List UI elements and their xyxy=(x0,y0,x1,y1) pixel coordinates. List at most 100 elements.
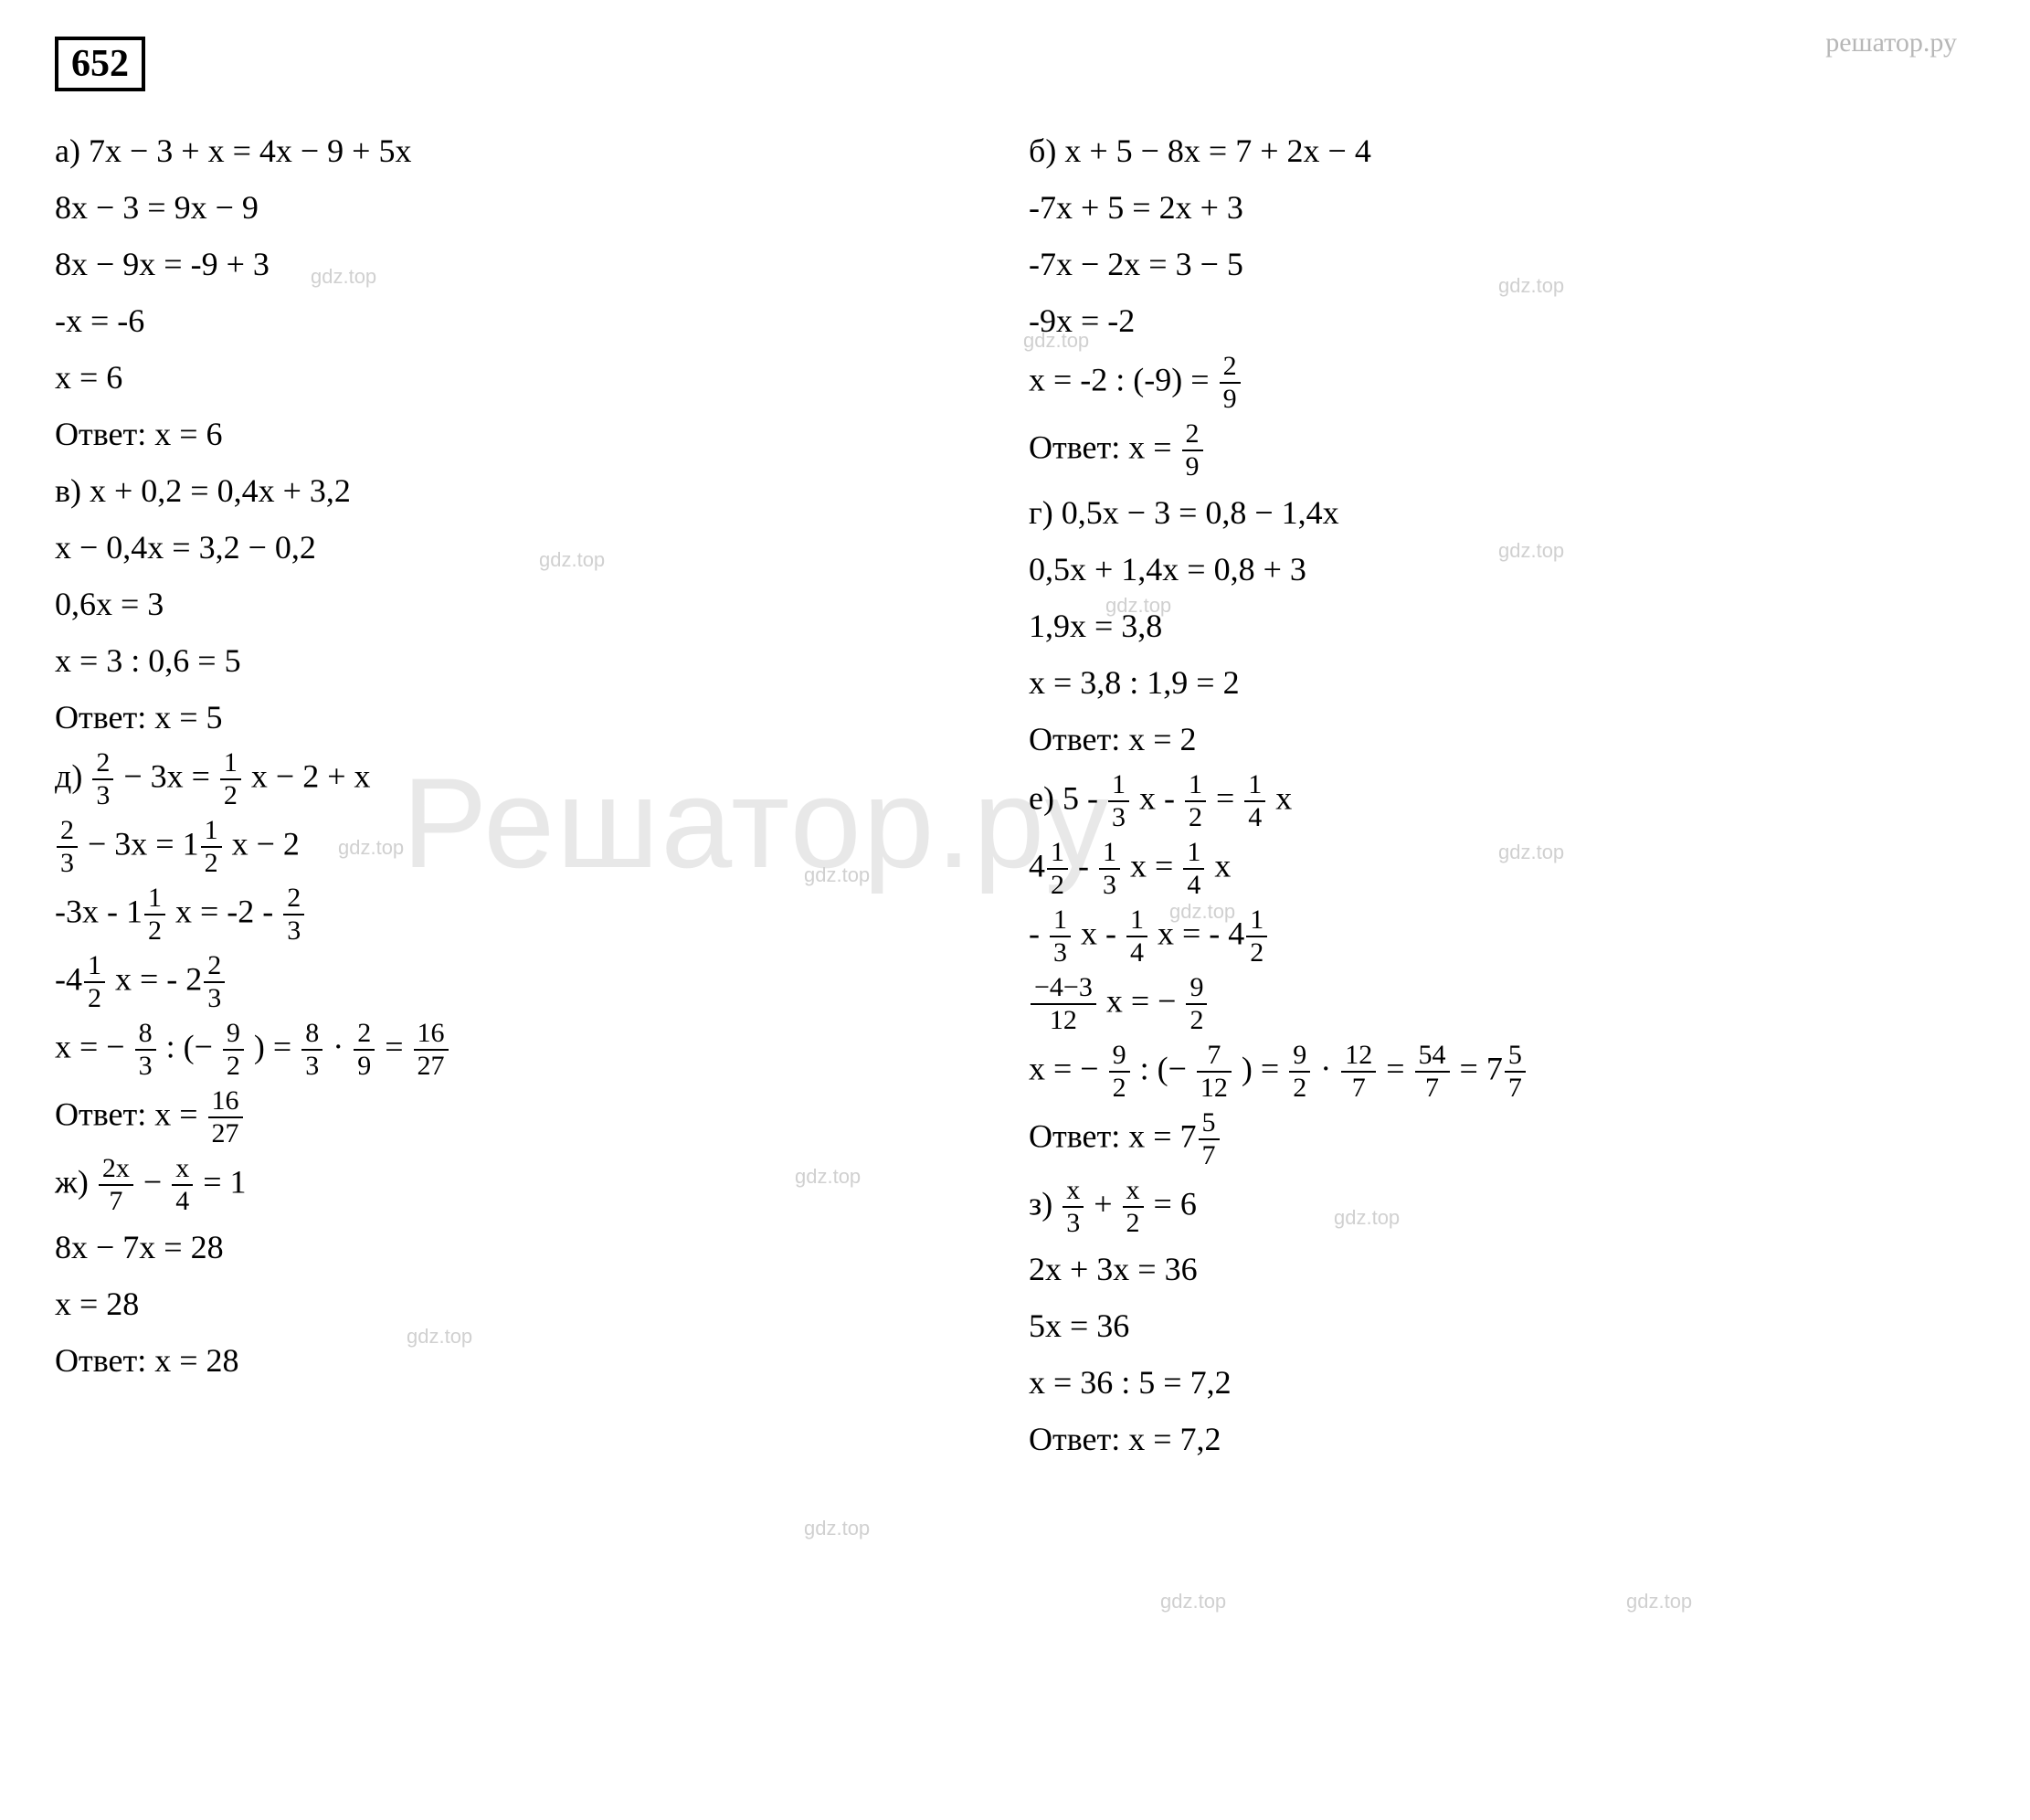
math-line: x = 3 : 0,6 = 5 xyxy=(55,636,1001,685)
math-text: - xyxy=(1078,847,1097,884)
math-line: 2x + 3x = 36 xyxy=(1029,1244,1975,1294)
math-text: 4 xyxy=(1228,915,1244,951)
math-text: − 3x = xyxy=(88,825,183,862)
fraction: 13 xyxy=(1108,771,1129,831)
answer-label: Ответ: x = xyxy=(55,1095,206,1132)
math-text: = xyxy=(385,1028,411,1064)
fraction: x2 xyxy=(1123,1177,1144,1237)
math-text: x − 2 + x xyxy=(251,757,371,794)
math-text: x = - xyxy=(115,960,177,997)
fraction: 12 xyxy=(84,952,105,1012)
fraction: 12 xyxy=(201,817,222,877)
math-line: 7x − 3 + x = 4x − 9 + 5x xyxy=(89,132,412,169)
math-line: x − 0,4x = 3,2 − 0,2 xyxy=(55,523,1001,572)
math-line: 0,5x − 3 = 0,8 − 1,4x xyxy=(1062,494,1339,531)
answer-value: 5 xyxy=(206,699,223,735)
answer-value: 6 xyxy=(206,416,223,452)
fraction: 1627 xyxy=(414,1020,449,1080)
watermark-text: gdz.top xyxy=(1160,1590,1226,1614)
math-text: 4 xyxy=(1029,847,1045,884)
math-text: x = − xyxy=(1029,1050,1107,1086)
fraction: 29 xyxy=(1220,353,1241,413)
math-line: x + 5 − 8x = 7 + 2x − 4 xyxy=(1064,132,1371,169)
part-label: д) xyxy=(55,757,82,794)
math-text: x xyxy=(1275,779,1292,816)
math-text: 2 xyxy=(185,960,202,997)
fraction: 14 xyxy=(1126,906,1147,967)
fraction: 14 xyxy=(1183,839,1204,899)
math-text: = xyxy=(1386,1050,1412,1086)
fraction: 12 xyxy=(220,749,241,809)
math-text: x = − xyxy=(55,1028,133,1064)
fraction: 1627 xyxy=(208,1087,243,1148)
math-line: 8x − 3 = 9x − 9 xyxy=(55,183,1001,232)
math-line: -7x + 5 = 2x + 3 xyxy=(1029,183,1975,232)
math-text: - xyxy=(55,960,66,997)
fraction: x3 xyxy=(1063,1177,1084,1237)
fraction: 83 xyxy=(301,1020,322,1080)
math-text: x xyxy=(1214,847,1231,884)
right-column: б) x + 5 − 8x = 7 + 2x − 4 -7x + 5 = 2x … xyxy=(1029,119,1975,1471)
answer-label: Ответ: x = xyxy=(1029,1117,1180,1154)
fraction: −4−312 xyxy=(1031,974,1096,1034)
math-text: = 6 xyxy=(1154,1185,1197,1222)
math-text: x = -2 - xyxy=(175,893,281,929)
math-text: · xyxy=(1320,1050,1339,1086)
math-text: -3x - xyxy=(55,893,126,929)
math-line: x = 6 xyxy=(55,353,1001,402)
answer-value: 7,2 xyxy=(1180,1421,1221,1457)
math-text: : xyxy=(1140,1050,1158,1086)
fraction: x4 xyxy=(172,1155,193,1215)
math-text: x = xyxy=(1130,847,1181,884)
fraction: 83 xyxy=(135,1020,156,1080)
fraction: 29 xyxy=(354,1020,375,1080)
math-text: − xyxy=(143,1163,170,1200)
math-line: x + 0,2 = 0,4x + 3,2 xyxy=(90,472,351,509)
part-label: в) xyxy=(55,472,81,509)
answer-label: Ответ: x = xyxy=(1029,1421,1180,1457)
fraction: 29 xyxy=(1182,420,1203,481)
math-text: x − 2 xyxy=(232,825,300,862)
math-text: (− xyxy=(184,1028,221,1064)
math-line: -7x − 2x = 3 − 5 xyxy=(1029,239,1975,289)
math-text: x = -2 : (-9) = xyxy=(1029,361,1218,397)
math-text: (− xyxy=(1158,1050,1195,1086)
math-text: 1 xyxy=(183,825,199,862)
math-text: + xyxy=(1094,1185,1120,1222)
fraction: 23 xyxy=(92,749,113,809)
math-text: x - xyxy=(1139,779,1183,816)
answer-label: Ответ: x = xyxy=(55,416,206,452)
math-line: -9x = -2 xyxy=(1029,296,1975,345)
math-line: 0,6x = 3 xyxy=(55,579,1001,629)
math-text: = 1 xyxy=(203,1163,246,1200)
fraction: 2x7 xyxy=(99,1155,133,1215)
math-line: 0,5x + 1,4x = 0,8 + 3 xyxy=(1029,545,1975,594)
part-label: а) xyxy=(55,132,80,169)
math-line: 1,9x = 3,8 xyxy=(1029,601,1975,651)
math-text: 7 xyxy=(1486,1050,1503,1086)
math-text: x = - xyxy=(1158,915,1220,951)
watermark-text: gdz.top xyxy=(804,1517,870,1540)
fraction: 23 xyxy=(283,884,304,945)
math-text: : xyxy=(166,1028,184,1064)
fraction: 13 xyxy=(1099,839,1120,899)
left-column: а) 7x − 3 + x = 4x − 9 + 5x 8x − 3 = 9x … xyxy=(55,119,1001,1471)
fraction: 12 xyxy=(1047,839,1068,899)
math-text: 7 xyxy=(1180,1117,1197,1154)
fraction: 712 xyxy=(1197,1042,1232,1102)
two-column-layout: а) 7x − 3 + x = 4x − 9 + 5x 8x − 3 = 9x … xyxy=(55,119,1975,1471)
math-text: 1 xyxy=(126,893,143,929)
math-text: ) = xyxy=(254,1028,300,1064)
math-text: 5 - xyxy=(1063,779,1106,816)
fraction: 13 xyxy=(1050,906,1071,967)
answer-value: 2 xyxy=(1180,721,1197,757)
math-text: x = − xyxy=(1106,982,1185,1019)
answer-label: Ответ: x = xyxy=(1029,429,1180,465)
watermark-text: gdz.top xyxy=(1626,1590,1692,1614)
fraction: 23 xyxy=(204,952,225,1012)
fraction: 127 xyxy=(1341,1042,1376,1102)
math-text: − 3x = xyxy=(123,757,218,794)
part-label: ж) xyxy=(55,1163,89,1200)
answer-label: Ответ: x = xyxy=(1029,721,1180,757)
part-label: б) xyxy=(1029,132,1056,169)
